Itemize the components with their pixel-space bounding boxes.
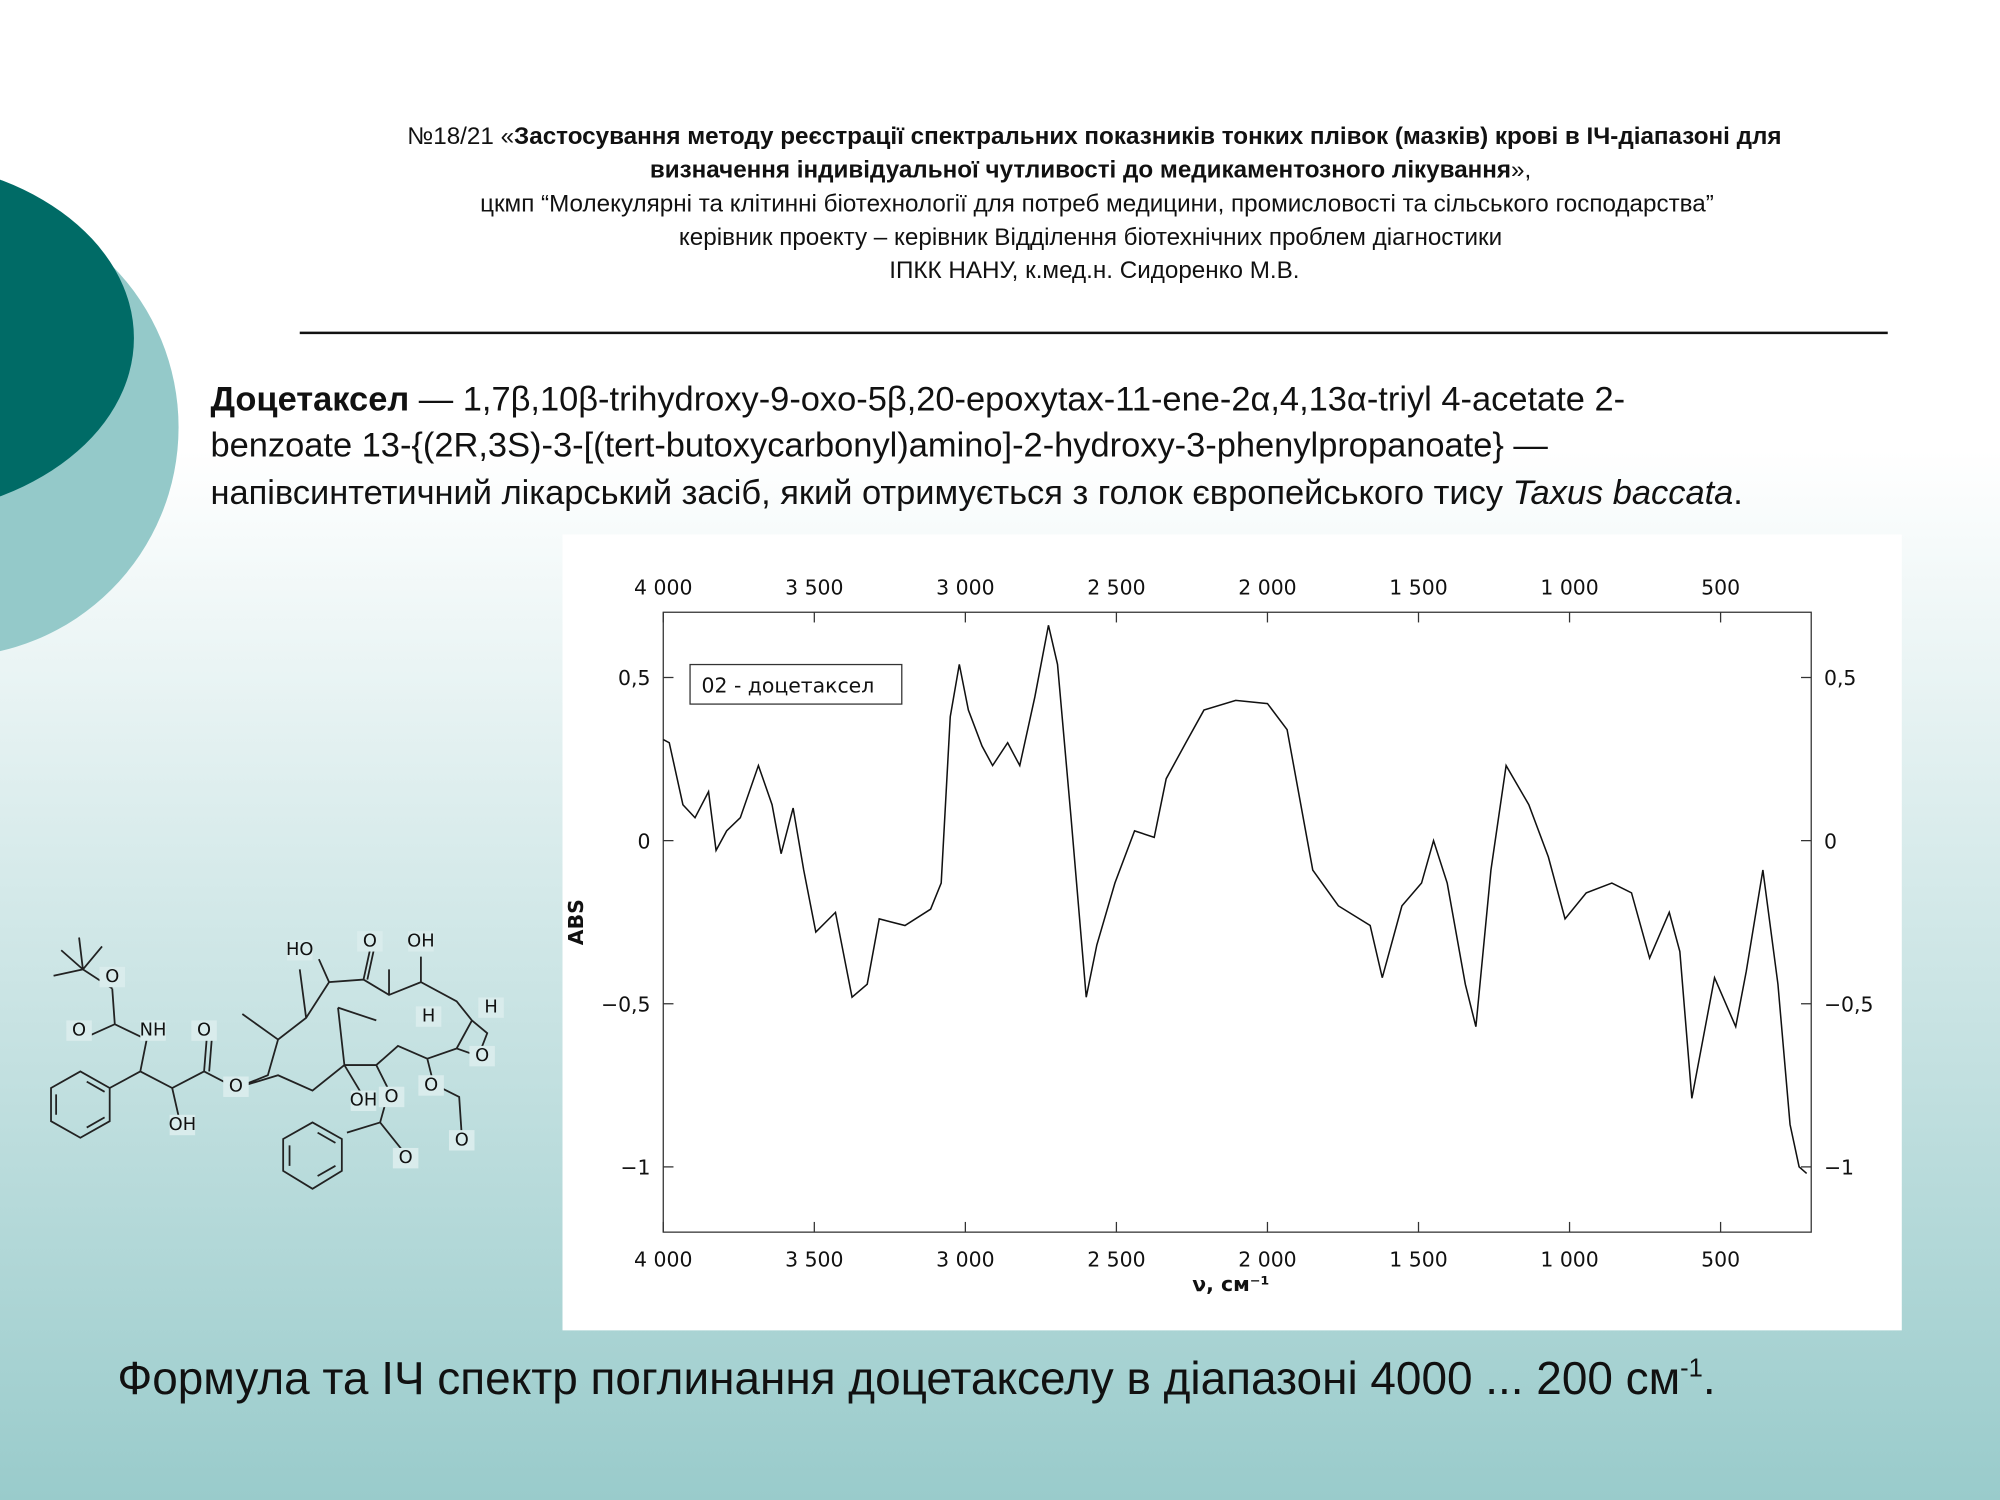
label-bg [448, 1130, 475, 1151]
label-bg [99, 966, 125, 988]
label-bg [478, 997, 504, 1018]
side-chain [53, 937, 237, 1117]
desc-line: Доцетаксел — 1,7β,10β-trihydroxy-9-oxo-5… [210, 381, 1625, 419]
atom-label: NH [140, 1020, 167, 1041]
atom-label: O [385, 1086, 399, 1107]
title-prefix: №18/21 « [407, 123, 514, 150]
x-tick-label-top: 1 000 [1540, 575, 1598, 599]
label-bg [408, 931, 434, 952]
caption-text: Формула та ІЧ спектр поглинання доцетакс… [117, 1352, 1680, 1404]
atom-label: OH [407, 930, 434, 951]
x-tick-label-top: 3 000 [936, 575, 994, 599]
header-title: №18/21 «Застосування методу реєстрації с… [407, 123, 1781, 150]
legend: 02 - доцетаксел [689, 663, 903, 705]
species: Taxus baccata [1513, 474, 1734, 512]
legend-label: 02 - доцетаксел [702, 674, 875, 698]
atom-label: O [475, 1045, 489, 1066]
desc-text: — 1,7β,10β-trihydroxy-9-oxo-5β,20-epoxyt… [409, 381, 1625, 419]
benzene-ring [50, 1070, 111, 1139]
chart: ABS ν, см⁻¹ 4 000 4 000 3 500 3 500 3 000 3 0… [562, 534, 1902, 1331]
header: №18/21 «Застосування методу реєстрації с… [299, 123, 1888, 335]
x-tick-label-top: 3 500 [785, 575, 843, 599]
plot-area: 4 000 4 000 3 500 3 500 3 000 3 000 2 500 2 500… [601, 575, 1874, 1271]
y-tick-label: −0,5 [601, 992, 651, 1016]
x-tick-label: 4 000 [634, 1248, 692, 1272]
x-tick-label-top: 1 500 [1389, 575, 1447, 599]
label-bg [357, 931, 383, 952]
spectrum-line [662, 625, 1808, 1175]
label-bg [350, 1090, 377, 1111]
caption-end: . [1703, 1352, 1716, 1404]
label-bg [66, 1020, 92, 1041]
atom-label: O [399, 1147, 413, 1168]
x-tick-label: 2 500 [1087, 1248, 1145, 1272]
atom-label: O [455, 1129, 469, 1150]
y-tick-label-right: 0 [1824, 829, 1837, 853]
atom-label: H [422, 1006, 435, 1027]
x-tick-label: 500 [1701, 1248, 1740, 1272]
y-tick-label-right: 0,5 [1824, 666, 1856, 690]
caption: Формула та ІЧ спектр поглинання доцетакс… [117, 1352, 1715, 1404]
label-bg [140, 1020, 166, 1041]
atom-label: HO [286, 939, 313, 960]
chart-background [562, 534, 1902, 1331]
title-suffix: », [1511, 156, 1531, 183]
label-bg [191, 1020, 217, 1041]
label-bg [415, 1006, 442, 1027]
atom-label: O [363, 930, 377, 951]
header-line: ІПКК НАНУ, к.мед.н. Сидоренко М.В. [889, 257, 1299, 284]
label-bg [418, 1075, 444, 1096]
atom-label: O [105, 966, 119, 987]
x-tick-label: 1 500 [1389, 1248, 1447, 1272]
desc-line: benzoate 13-{(2R,3S)-3-[(tert-butoxycarb… [210, 427, 1548, 465]
x-tick-label: 3 500 [785, 1248, 843, 1272]
atom-label: O [72, 1020, 86, 1041]
label-bg [378, 1086, 405, 1108]
term: Доцетаксел [210, 381, 409, 419]
label-bg [469, 1045, 495, 1067]
atom-label: H [484, 997, 497, 1018]
legend-box [689, 663, 903, 705]
desc-end: . [1733, 474, 1743, 512]
atom-label: O [424, 1074, 438, 1095]
desc-line: напівсинтетичний лікарський засіб, який … [210, 474, 1742, 512]
title-bold: Застосування методу реєстрації спектраль… [514, 123, 1781, 150]
y-tick-label-right: −0,5 [1824, 992, 1874, 1016]
desc-text: напівсинтетичний лікарський засіб, який … [210, 474, 1512, 512]
atom-label: O [197, 1020, 211, 1041]
atom-label: O [229, 1076, 243, 1097]
x-axis-label: ν, см⁻¹ [1192, 1272, 1269, 1296]
y-tick-label-right: −1 [1824, 1156, 1854, 1180]
decor-dark [0, 179, 134, 497]
y-tick-label: 0,5 [618, 666, 650, 690]
y-tick-label: −1 [620, 1156, 650, 1180]
atom-label: OH [350, 1090, 377, 1111]
header-title-2: визначення індивідуальної чутливості до … [650, 156, 1531, 183]
x-tick-label-top: 500 [1701, 575, 1740, 599]
label-bg [392, 1147, 419, 1169]
atom-label: OH [169, 1114, 196, 1135]
description: Доцетаксел — 1,7β,10β-trihydroxy-9-oxo-5… [210, 381, 1742, 512]
caption-sup: -1 [1680, 1354, 1703, 1382]
x-tick-label-top: 2 500 [1087, 575, 1145, 599]
plot-frame [662, 611, 1812, 1233]
label-bg [286, 940, 313, 961]
core-rings [235, 950, 489, 1155]
x-tick-label-top: 4 000 [634, 575, 692, 599]
label-bg [169, 1114, 196, 1136]
header-line: цкмп “Молекулярні та клітинні біотехноло… [480, 191, 1714, 218]
benzoyl-ring [282, 1121, 343, 1190]
y-tick-label: 0 [638, 829, 651, 853]
label-bg [223, 1076, 249, 1097]
x-tick-label: 3 000 [936, 1248, 994, 1272]
x-tick-label: 1 000 [1540, 1248, 1598, 1272]
header-line: керівник проекту – керівник Відділення б… [679, 224, 1502, 251]
y-axis-label: ABS [564, 899, 588, 945]
x-tick-label-top: 2 000 [1238, 575, 1296, 599]
x-tick-label: 2 000 [1238, 1248, 1296, 1272]
title-bold: визначення індивідуальної чутливості до … [650, 156, 1511, 183]
